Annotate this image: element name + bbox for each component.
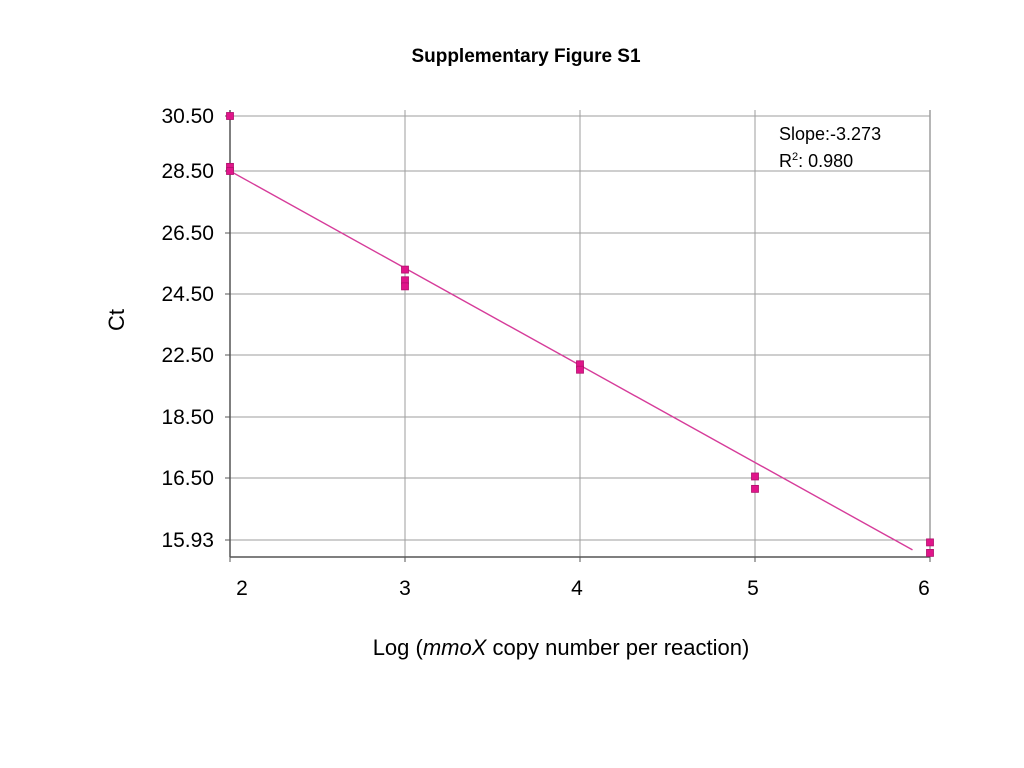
data-point: [401, 282, 409, 291]
y-tick-label: 18.50: [161, 406, 214, 429]
r2-sup: 2: [792, 151, 798, 163]
data-point: [926, 538, 934, 547]
y-tick-label: 24.50: [161, 283, 214, 306]
fit-line-group: [229, 170, 913, 551]
x-axis-label-prefix: Log (: [373, 635, 424, 660]
y-tick-label: 15.93: [161, 529, 214, 552]
fit-line: [229, 170, 913, 551]
y-tick-label: 30.50: [161, 105, 214, 128]
x-axis-label: Log (mmoX copy number per reaction): [373, 635, 750, 660]
data-point: [401, 265, 409, 274]
r2-suffix: : 0.980: [798, 151, 853, 171]
grid: [225, 110, 931, 562]
x-tick-label: 5: [747, 577, 759, 600]
x-axis-label-italic: mmoX: [423, 635, 488, 660]
slope-annotation: Slope:-3.273: [779, 124, 881, 144]
data-point: [576, 365, 584, 374]
y-tick-label: 26.50: [161, 222, 214, 245]
data-points: [226, 112, 934, 557]
data-point: [226, 112, 234, 120]
data-point: [226, 167, 234, 175]
data-point: [751, 472, 759, 481]
chart-title: Supplementary Figure S1: [411, 46, 641, 67]
tick-labels: 30.50 28.50 26.50 24.50 22.50 18.50 16.50 15.93…: [161, 105, 929, 600]
x-axis-label-suffix: copy number per reaction): [486, 635, 749, 660]
x-tick-label: 2: [236, 577, 248, 600]
y-tick-label: 16.50: [161, 467, 214, 490]
y-axis-label: Ct: [104, 309, 129, 331]
y-tick-label: 22.50: [161, 344, 214, 367]
x-tick-label: 4: [571, 577, 583, 600]
data-point: [751, 484, 759, 493]
x-tick-label: 6: [918, 577, 930, 600]
data-point: [926, 549, 934, 557]
x-tick-label: 3: [399, 577, 411, 600]
r2-annotation: R2: 0.980: [779, 151, 853, 171]
y-tick-label: 28.50: [161, 160, 214, 183]
r2-prefix: R: [779, 151, 792, 171]
